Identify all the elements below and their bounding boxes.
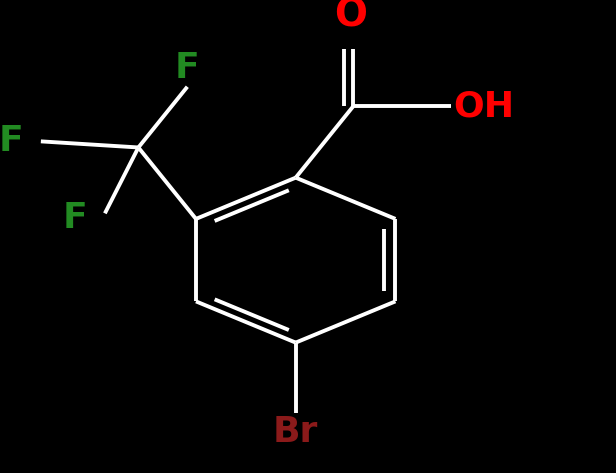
Text: F: F bbox=[63, 201, 87, 235]
Text: O: O bbox=[334, 0, 367, 35]
Text: OH: OH bbox=[453, 89, 514, 123]
Text: F: F bbox=[0, 124, 23, 158]
Text: Br: Br bbox=[273, 415, 318, 449]
Text: F: F bbox=[175, 51, 200, 85]
